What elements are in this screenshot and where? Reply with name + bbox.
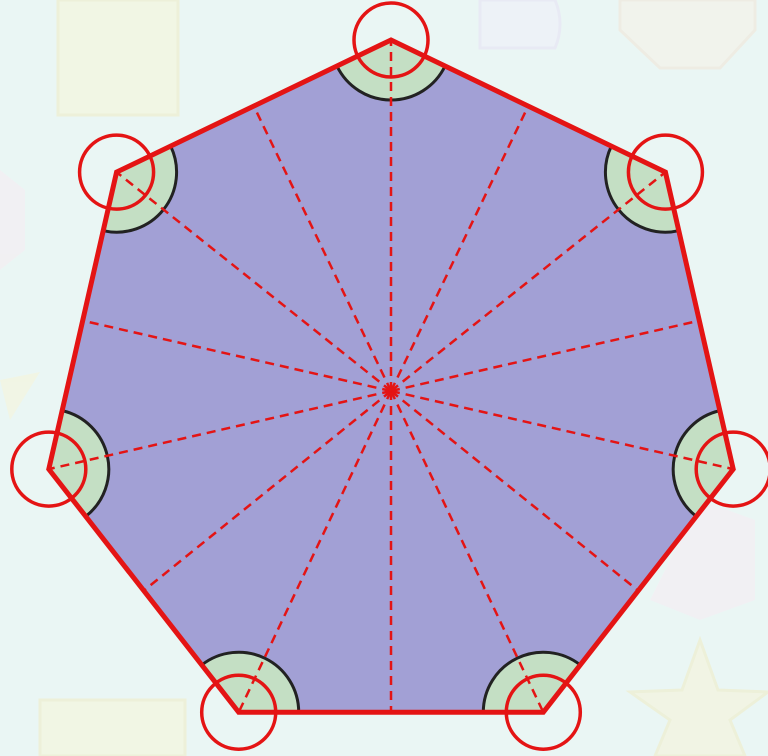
dashed-apothem bbox=[390, 319, 700, 393]
bg-pentagon bbox=[0, 170, 25, 270]
dashed-radius bbox=[390, 171, 667, 392]
dashed-apothem bbox=[252, 105, 393, 392]
bg-star bbox=[625, 635, 768, 756]
vertex-circle bbox=[694, 430, 768, 508]
vertex-circle bbox=[352, 1, 430, 79]
angle-sector bbox=[103, 146, 177, 233]
dashed-apothem bbox=[389, 105, 530, 392]
bg-star-piece bbox=[0, 372, 40, 420]
bg-half-circle bbox=[478, 0, 562, 50]
dashed-radius bbox=[48, 389, 392, 471]
dashed-apothem bbox=[390, 390, 640, 592]
dashed-apothem bbox=[82, 319, 392, 393]
vertex-circle bbox=[504, 673, 583, 751]
angle-sector bbox=[483, 652, 581, 713]
vertex-circles bbox=[10, 1, 768, 751]
angle-sector bbox=[605, 146, 679, 233]
angle-arc bbox=[200, 650, 301, 713]
angle-arc bbox=[481, 650, 582, 713]
vertex-circle bbox=[199, 673, 278, 751]
bg-rect bbox=[38, 698, 187, 756]
dashed-apothem bbox=[142, 390, 392, 592]
vertex-circle bbox=[10, 430, 88, 508]
vertex-circle bbox=[77, 133, 156, 211]
vertex-circle bbox=[626, 133, 705, 211]
bg-hexagon bbox=[650, 500, 755, 620]
dashed-radius bbox=[115, 171, 392, 392]
angle-sector bbox=[201, 652, 299, 713]
heptagon bbox=[47, 38, 735, 714]
heptagon-outline bbox=[46, 37, 736, 715]
dashed-radius bbox=[390, 389, 734, 471]
bg-square bbox=[56, 0, 180, 117]
dashed-lines bbox=[48, 40, 734, 713]
bg-octagon bbox=[618, 0, 757, 70]
